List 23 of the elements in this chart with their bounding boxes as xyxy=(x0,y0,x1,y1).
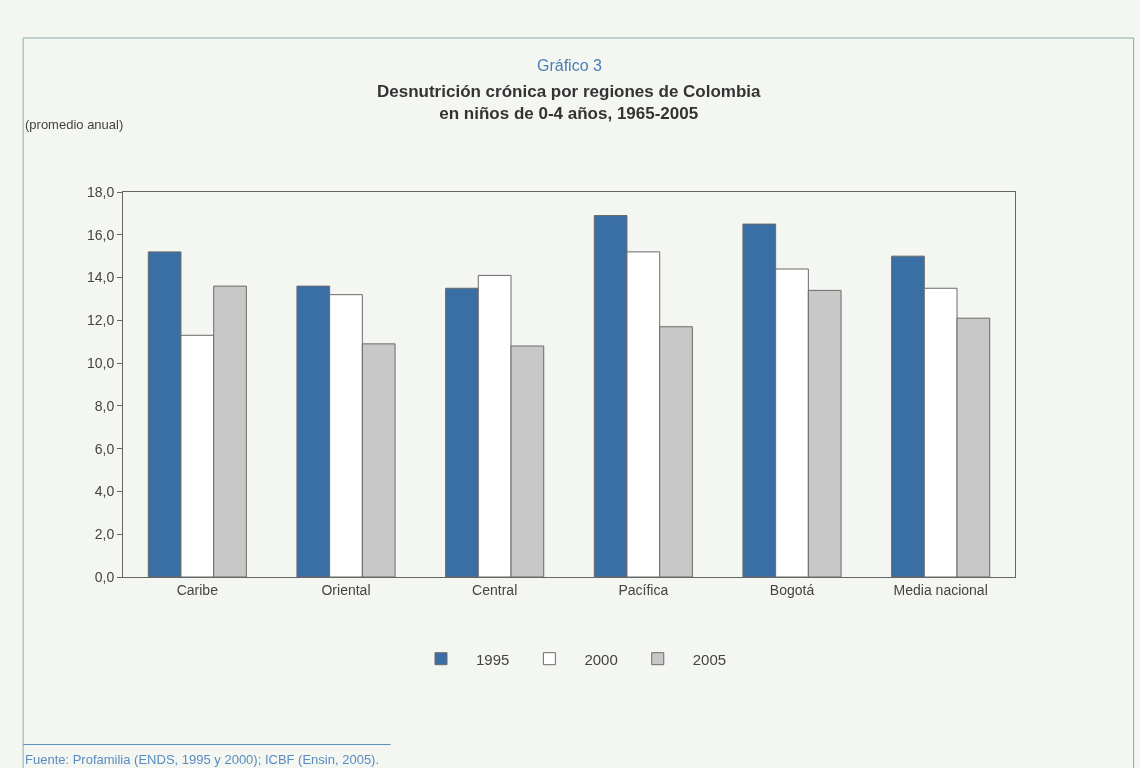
y-tick-label: 6,0 xyxy=(94,440,115,457)
y-tick-label: 10,0 xyxy=(86,355,115,372)
x-tick-label: Central xyxy=(472,581,518,598)
y-tick-label: 2,0 xyxy=(94,526,115,543)
y-tick-label: 8,0 xyxy=(94,397,115,414)
legend-label: 2000 xyxy=(584,650,618,668)
y-tick-label: 4,0 xyxy=(94,483,115,500)
y-tick-label: 16,0 xyxy=(86,226,115,243)
chart-title: Gráfico 3 xyxy=(537,57,603,74)
y-tick-label: 14,0 xyxy=(86,269,115,286)
y-axis-title: (promedio anual) xyxy=(25,117,124,132)
y-tick-label: 18,0 xyxy=(86,183,115,200)
x-tick-label: Pacífica xyxy=(618,581,669,598)
legend-label: 2005 xyxy=(692,650,727,668)
x-tick-label: Media nacional xyxy=(893,581,988,598)
y-tick-label: 12,0 xyxy=(86,312,115,329)
legend-label: 1995 xyxy=(476,650,510,668)
x-tick-label: Oriental xyxy=(321,581,371,598)
source-note: Fuente: Profamilia (ENDS, 1995 y 2000); ICBF (Ensin, 2005). xyxy=(25,752,380,767)
x-tick-label: Bogotá xyxy=(769,581,815,598)
y-tick-label: 0,0 xyxy=(94,568,115,585)
x-tick-label: Caribe xyxy=(176,581,219,598)
chart-subtitle: Desnutrición crónica por regiones de Colombia en niños de 0-4 años, 1965-2005 xyxy=(377,82,762,124)
